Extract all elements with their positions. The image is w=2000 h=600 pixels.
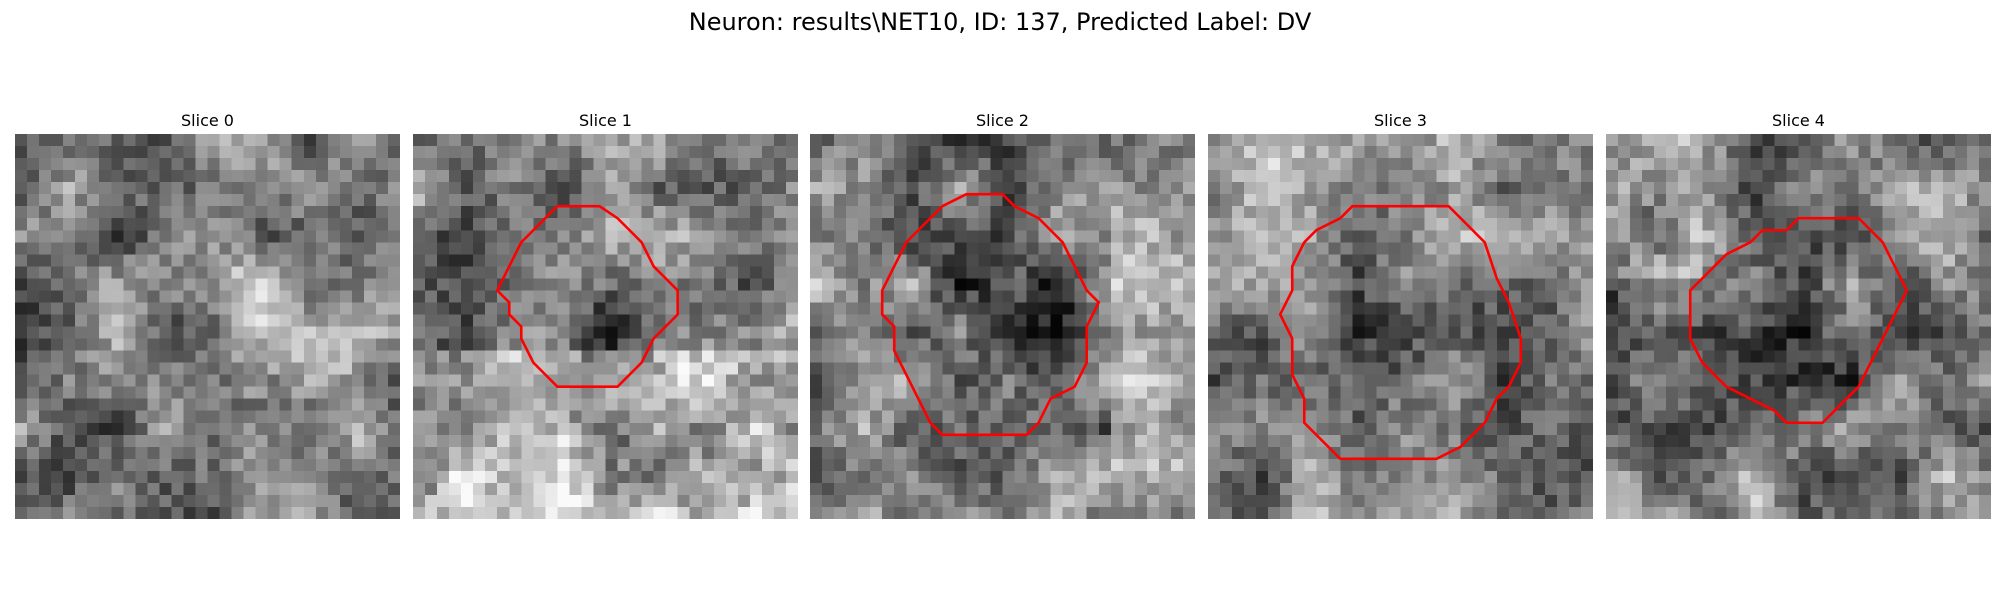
- slice-panel-2: Slice 2: [810, 108, 1195, 519]
- slice-image-1: [413, 134, 798, 519]
- neuron-contour-4: [1690, 218, 1907, 423]
- slice-pixels-3: [1208, 134, 1593, 519]
- slice-title-4: Slice 4: [1772, 111, 1825, 130]
- slice-title-0: Slice 0: [181, 111, 234, 130]
- slice-image-0: [15, 134, 400, 519]
- neuron-contour-1: [497, 206, 677, 386]
- figure-title: Neuron: results\NET10, ID: 137, Predicte…: [688, 8, 1312, 36]
- slice-title-2: Slice 2: [976, 111, 1029, 130]
- slice-panel-4: Slice 4: [1606, 108, 1991, 519]
- slice-pixels-1: [413, 134, 798, 519]
- slice-image-2: [810, 134, 1195, 519]
- neuron-contour-3: [1280, 206, 1521, 459]
- slice-image-3: [1208, 134, 1593, 519]
- slice-panel-1: Slice 1: [413, 108, 798, 519]
- slice-pixels-2: [810, 134, 1195, 519]
- slice-title-1: Slice 1: [579, 111, 632, 130]
- neuron-contour-2: [882, 194, 1099, 435]
- slice-panel-3: Slice 3: [1208, 108, 1593, 519]
- slice-title-3: Slice 3: [1374, 111, 1427, 130]
- slice-pixels-0: [15, 134, 400, 519]
- slice-panel-0: Slice 0: [15, 108, 400, 519]
- slice-pixels-4: [1606, 134, 1991, 519]
- slice-image-4: [1606, 134, 1991, 519]
